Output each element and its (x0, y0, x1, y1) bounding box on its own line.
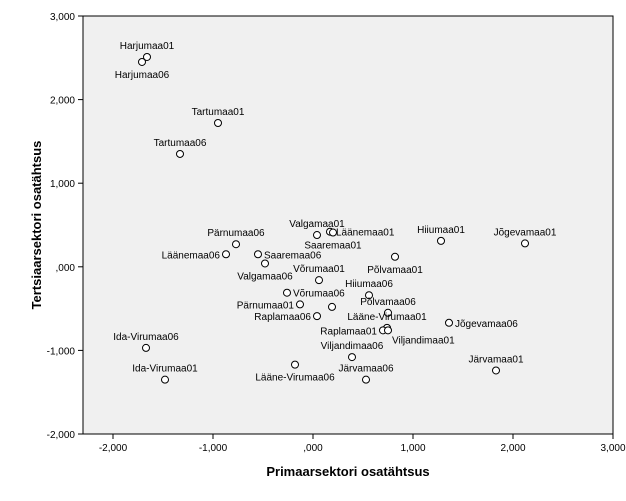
x-tick-label: -2,000 (99, 443, 128, 454)
point-label: Lääne-Virumaa06 (255, 373, 335, 384)
point-label: Raplamaa01 (320, 326, 377, 337)
point-label: Valgamaa01 (289, 219, 345, 230)
scatter-point (296, 300, 304, 309)
scatter-point (492, 366, 500, 375)
plot-background (82, 15, 614, 435)
scatter-point (232, 240, 240, 249)
y-tick-label: -1,000 (47, 346, 76, 357)
point-label: Hiiumaa01 (417, 225, 465, 236)
y-axis-ticks: -2,000 -1,000 ,000 1,000 2,000 3,000 (47, 12, 83, 441)
point-label: Raplamaa06 (254, 312, 311, 323)
scatter-point (261, 259, 269, 268)
point-label: Harjumaa06 (115, 70, 170, 81)
scatter-point (254, 250, 262, 259)
scatter-point (161, 375, 169, 384)
point-label: Võrumaa06 (293, 289, 345, 300)
scatter-point (138, 57, 146, 66)
scatter-point (348, 353, 356, 362)
scatter-point (176, 149, 184, 158)
scatter-point (384, 326, 392, 335)
point-label: Läänemaa01 (336, 228, 395, 239)
point-label: Harjumaa01 (120, 41, 175, 52)
scatter-point (328, 302, 336, 311)
scatter-point (521, 239, 529, 248)
scatter-point (391, 252, 399, 261)
y-axis-title: Tertsiaarsektori osatähtsus (29, 141, 44, 310)
scatter-point (283, 288, 291, 297)
y-tick-label: 3,000 (50, 12, 75, 23)
scatter-point (437, 236, 445, 245)
x-tick-label: 1,000 (400, 443, 425, 454)
point-label: Hiiumaa06 (345, 279, 393, 290)
point-label: Saaremaa06 (264, 250, 322, 261)
point-label: Jõgevamaa06 (455, 319, 518, 330)
point-label: Pärnumaa06 (207, 228, 265, 239)
point-label: Võrumaa01 (293, 264, 345, 275)
scatter-point (222, 250, 230, 259)
x-tick-label: ,000 (303, 443, 323, 454)
point-label: Järvamaa01 (468, 354, 523, 365)
y-tick-label: 2,000 (50, 96, 75, 107)
x-axis-title: Primaarsektori osatähtsus (266, 464, 429, 479)
x-tick-label: 2,000 (500, 443, 525, 454)
scatter-points (138, 52, 529, 384)
scatter-point (313, 231, 321, 240)
scatter-point (445, 318, 453, 327)
point-label: Viljandimaa06 (321, 341, 384, 352)
point-label: Tartumaa01 (192, 107, 245, 118)
x-tick-label: 3,000 (600, 443, 625, 454)
point-label: Läänemaa06 (162, 250, 221, 261)
point-label: Lääne-Virumaa01 (347, 312, 427, 323)
scatter-point (315, 276, 323, 285)
scatter-point (384, 308, 392, 317)
point-label: Jõgevamaa01 (494, 227, 557, 238)
point-labels: Harjumaa01 Harjumaa06 Tartumaa01 Tartumaa06… (113, 41, 557, 384)
point-label: Saaremaa01 (304, 241, 362, 252)
scatter-point (143, 52, 151, 61)
scatter-point (362, 375, 370, 384)
y-tick-label: ,000 (56, 263, 76, 274)
y-tick-label: 1,000 (50, 179, 75, 190)
x-axis-ticks: -2,000 -1,000 ,000 1,000 2,000 3,000 (99, 434, 626, 454)
point-label: Pärnumaa01 (237, 300, 295, 311)
scatter-point (214, 119, 222, 128)
scatter-point (291, 360, 299, 369)
x-tick-label: -1,000 (199, 443, 228, 454)
point-label: Tartumaa06 (154, 138, 207, 149)
point-label: Põlvamaa06 (360, 297, 416, 308)
point-label: Viljandimaa01 (392, 335, 455, 346)
y-tick-label: -2,000 (47, 430, 76, 441)
point-label: Põlvamaa01 (367, 265, 423, 276)
scatter-point (142, 343, 150, 352)
point-label: Valgamaa06 (237, 271, 293, 282)
scatter-point (313, 312, 321, 321)
point-label: Ida-Virumaa01 (132, 364, 198, 375)
scatter-point (365, 291, 373, 300)
point-label: Ida-Virumaa06 (113, 332, 179, 343)
point-label: Järvamaa06 (338, 364, 393, 375)
scatter-point (329, 228, 337, 237)
